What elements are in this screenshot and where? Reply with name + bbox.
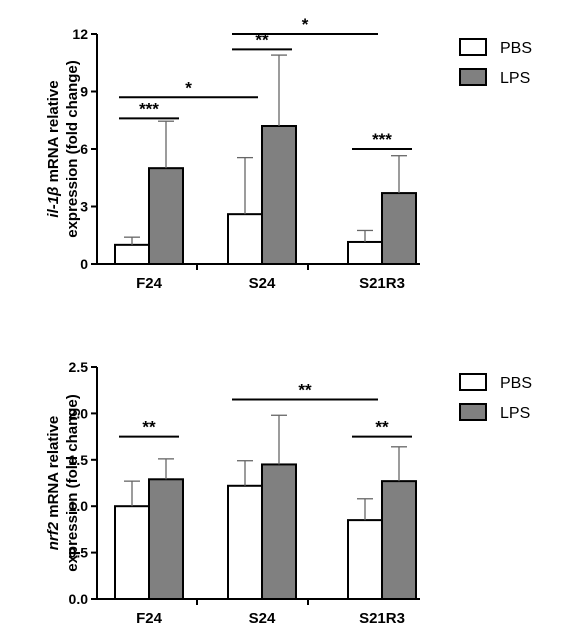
y-tick-label: 1.5 [69, 452, 89, 468]
x-tick-label: S21R3 [359, 275, 405, 292]
bar-lps [381, 480, 417, 601]
y-axis-label-gene: nrf2 [45, 521, 62, 550]
bar-pbs [114, 243, 150, 265]
bar-lps [261, 463, 297, 600]
y-tick-label: 6 [80, 141, 88, 157]
y-axis-label-gene: il-1β [45, 187, 62, 218]
significance-label: * [185, 78, 192, 97]
y-tick-label: 9 [80, 84, 88, 100]
y-axis-label-line2: expression (fold change) [64, 60, 81, 238]
legend-label-pbs: PBS [500, 375, 532, 392]
significance-label: ** [375, 418, 389, 437]
y-tick-label: 1.0 [69, 498, 89, 514]
bar-lps [381, 192, 417, 265]
bar-pbs [347, 519, 383, 600]
legend-swatch-pbs [459, 373, 487, 391]
x-tick-label: S21R3 [359, 610, 405, 627]
legend-label-lps: LPS [500, 405, 530, 422]
legend-label-pbs: PBS [500, 40, 532, 57]
y-tick-label: 12 [72, 26, 88, 42]
legend-swatch-pbs [459, 38, 487, 56]
y-axis-label-text: mRNA relative [45, 416, 62, 522]
significance-label: *** [139, 99, 159, 118]
significance-label: ** [142, 418, 156, 437]
y-tick-label: 3 [80, 199, 88, 215]
significance-label: ** [298, 380, 312, 399]
x-tick-label: F24 [136, 610, 163, 627]
y-axis-label: il-1β mRNA relative [45, 80, 62, 217]
bar-lps [148, 167, 184, 266]
y-tick-label: 2.5 [69, 359, 89, 375]
significance-label: ** [255, 30, 269, 49]
legend-swatch-lps [459, 403, 487, 421]
bar-pbs [347, 240, 383, 265]
y-axis-label-text: mRNA relative [45, 80, 62, 186]
y-axis-label: nrf2 mRNA relative [45, 416, 62, 551]
x-tick-label: S24 [249, 275, 276, 292]
bar-lps [148, 478, 184, 600]
legend-label-lps: LPS [500, 70, 530, 87]
chart-panel-a: il-1β mRNA relative expression (fold chan… [45, 15, 532, 292]
bar-pbs [227, 213, 263, 266]
chart-panel-b: nrf2 mRNA relative expression (fold chang… [45, 359, 532, 627]
x-tick-label: F24 [136, 275, 163, 292]
y-tick-label: 0.5 [69, 545, 89, 561]
y-axis-label-line2: expression (fold change) [64, 394, 81, 572]
significance-label: *** [372, 130, 392, 149]
significance-label: * [302, 15, 309, 34]
y-tick-label: 0 [80, 256, 88, 272]
bar-pbs [227, 484, 263, 600]
y-tick-label: 0.0 [69, 591, 89, 607]
bar-lps [261, 125, 297, 265]
y-tick-label: 2.0 [69, 405, 89, 421]
x-tick-label: S24 [249, 610, 276, 627]
bar-pbs [114, 505, 150, 601]
legend-swatch-lps [459, 68, 487, 86]
